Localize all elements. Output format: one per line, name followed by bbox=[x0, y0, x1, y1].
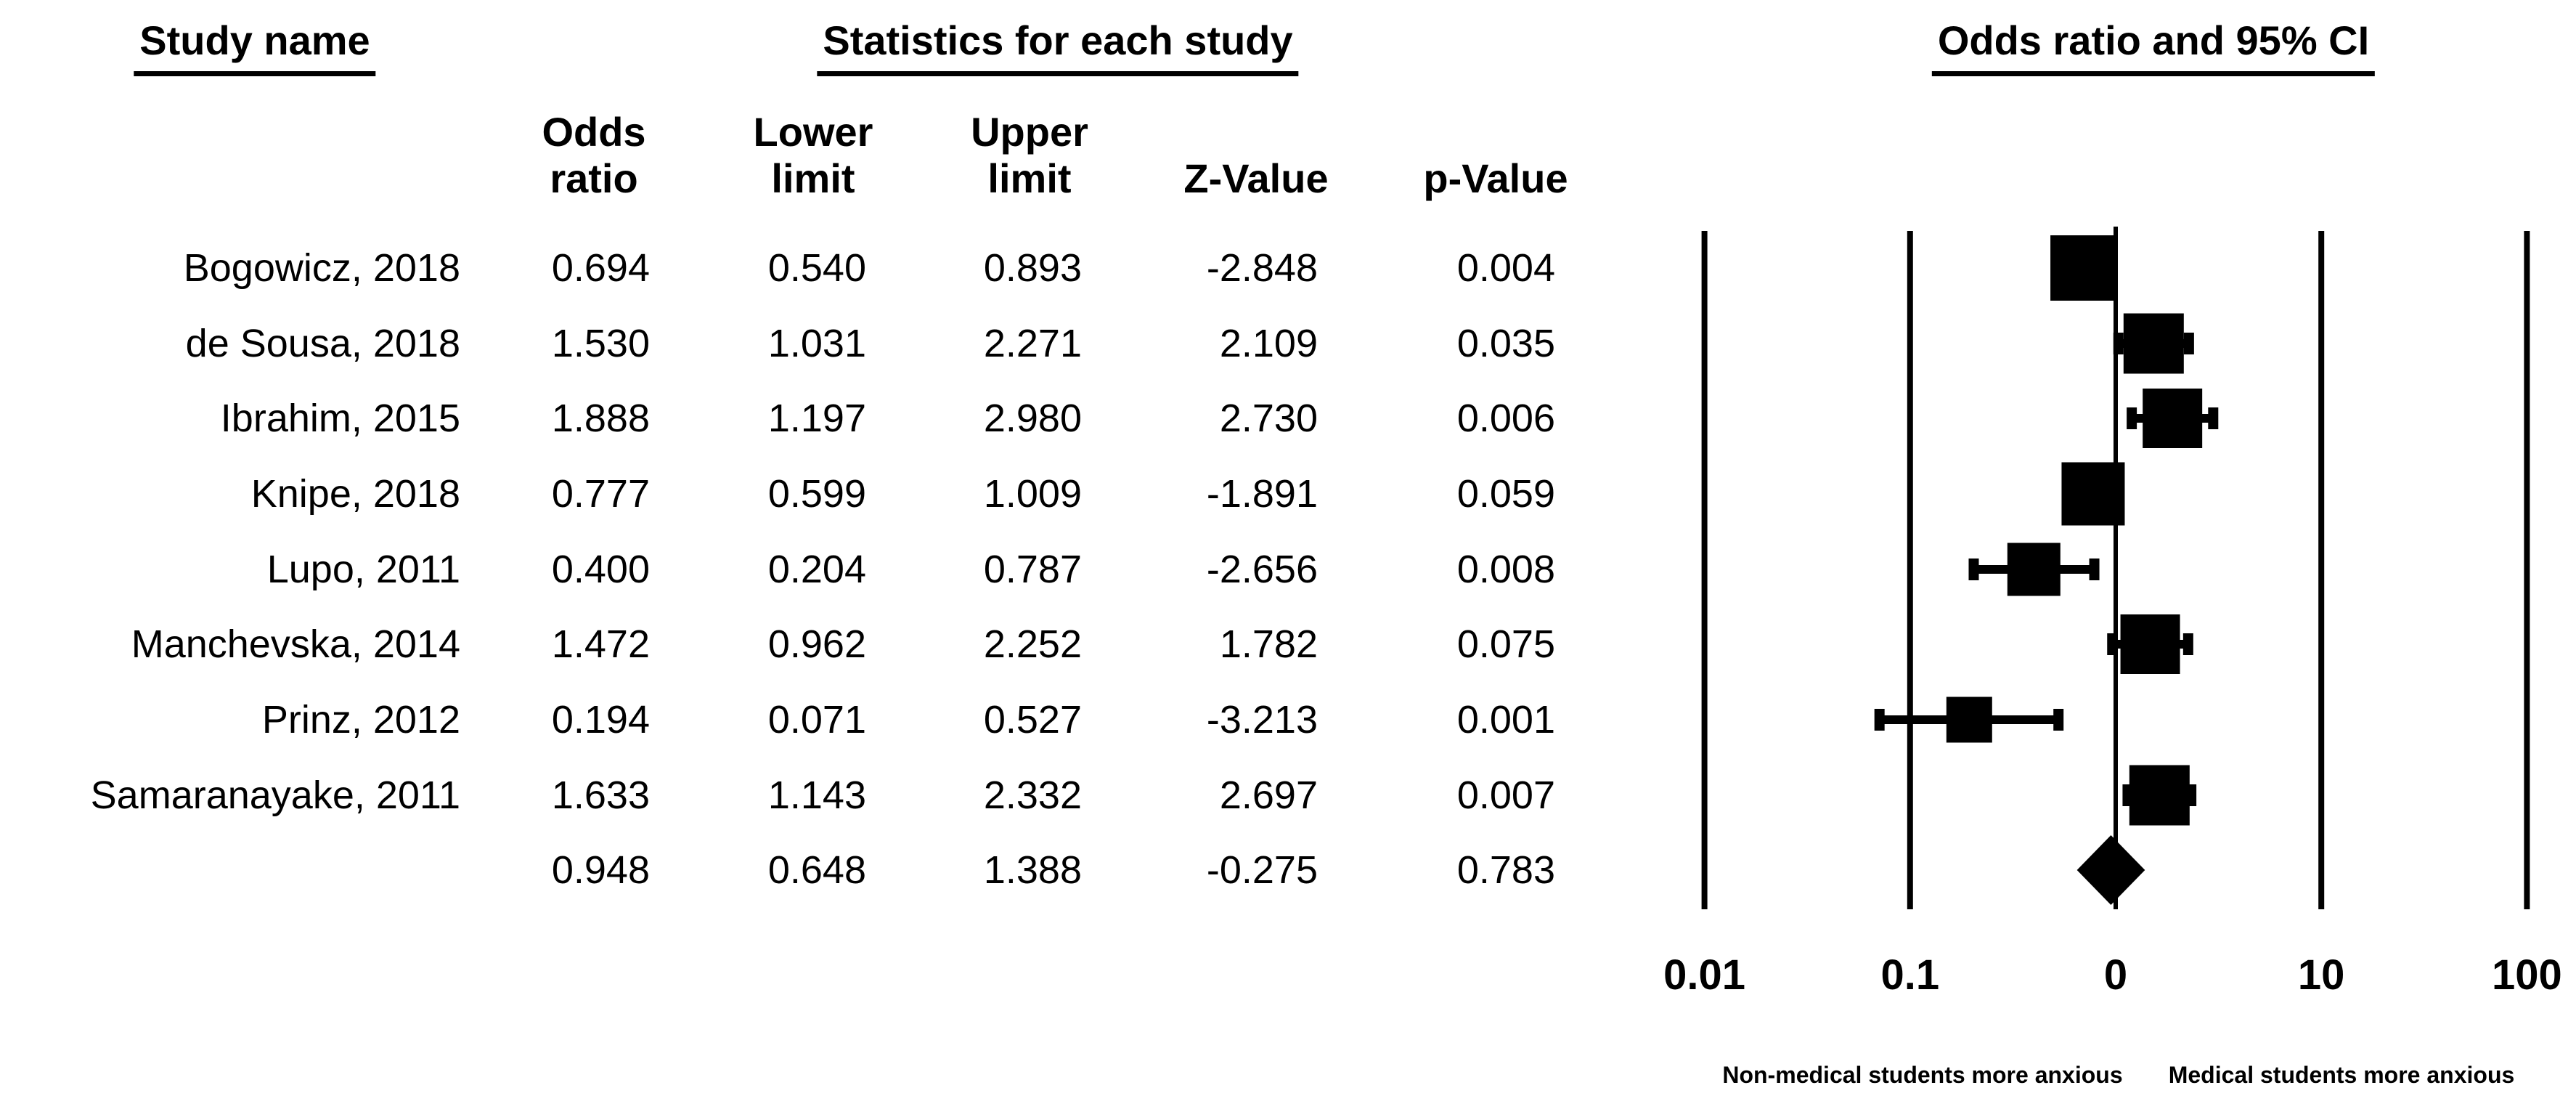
summary-diamond bbox=[2076, 835, 2145, 905]
study-name-cell: Samaranayake, 2011 bbox=[90, 773, 460, 817]
statistics-header: Statistics for each study bbox=[817, 17, 1299, 76]
upper-limit-cell: 2.332 bbox=[983, 773, 1082, 817]
study-odds-square bbox=[2143, 389, 2203, 448]
p-value-cell: 0.007 bbox=[1456, 773, 1555, 817]
p-value-cell: 0.008 bbox=[1456, 548, 1555, 591]
study-name-cell: Ibrahim, 2015 bbox=[220, 397, 460, 440]
right-direction-label: Medical students more anxious bbox=[2168, 1062, 2515, 1088]
z-value-cell: 2.730 bbox=[1219, 397, 1318, 440]
ci-cap-right bbox=[2183, 333, 2194, 354]
ci-cap-right bbox=[2208, 407, 2219, 429]
lower-limit-cell: 0.962 bbox=[767, 622, 866, 666]
p-value-cell: 0.006 bbox=[1456, 397, 1555, 440]
lower-limit-cell: 0.648 bbox=[767, 848, 866, 892]
axis-tick-label: 0.01 bbox=[1663, 951, 1746, 999]
odds-ratio-cell: 1.888 bbox=[551, 397, 650, 440]
lower-limit-cell: 0.540 bbox=[767, 246, 866, 290]
z-value-cell: 2.109 bbox=[1219, 322, 1318, 365]
axis-tick-label: 0.1 bbox=[1880, 951, 1940, 999]
study-odds-square bbox=[2120, 614, 2180, 674]
odds-ratio-cell: 0.694 bbox=[551, 246, 650, 290]
odds-ratio-column-header-line2: ratio bbox=[550, 155, 638, 201]
odds-ratio-cell: 0.948 bbox=[551, 848, 650, 892]
ci-cap-left bbox=[2127, 407, 2137, 429]
ci-cap-right bbox=[2089, 558, 2100, 580]
upper-limit-column-header-line1: Upper bbox=[971, 109, 1088, 155]
odds-ratio-cell: 0.777 bbox=[551, 472, 650, 516]
left-direction-label: Non-medical students more anxious bbox=[1722, 1062, 2123, 1088]
study-odds-square bbox=[2050, 235, 2116, 301]
p-value-cell: 0.004 bbox=[1456, 246, 1555, 290]
upper-limit-cell: 0.893 bbox=[983, 246, 1082, 290]
upper-limit-cell: 1.388 bbox=[983, 848, 1082, 892]
study-name-cell: Bogowicz, 2018 bbox=[183, 246, 460, 290]
statistics-header-text: Statistics for each study bbox=[817, 17, 1299, 76]
odds-ratio-cell: 0.400 bbox=[551, 548, 650, 591]
lower-limit-cell: 1.143 bbox=[767, 773, 866, 817]
lower-limit-column-header: Lower limit bbox=[754, 109, 873, 202]
z-value-cell: -0.275 bbox=[1206, 848, 1318, 892]
study-odds-square bbox=[2007, 543, 2061, 596]
ci-cap-right bbox=[2053, 709, 2064, 731]
ci-cap-left bbox=[2107, 633, 2118, 655]
p-value-cell: 0.035 bbox=[1456, 322, 1555, 365]
upper-limit-cell: 2.980 bbox=[983, 397, 1082, 440]
plot-header: Odds ratio and 95% CI bbox=[1931, 17, 2376, 76]
study-odds-square bbox=[1946, 696, 1992, 743]
lower-limit-column-header-line2: limit bbox=[771, 155, 855, 201]
odds-ratio-cell: 1.530 bbox=[551, 322, 650, 365]
lower-limit-cell: 1.197 bbox=[767, 397, 866, 440]
z-value-cell: 1.782 bbox=[1219, 622, 1318, 666]
z-value-cell: 2.697 bbox=[1219, 773, 1318, 817]
lower-limit-cell: 0.071 bbox=[767, 698, 866, 742]
study-name-cell: Manchevska, 2014 bbox=[131, 622, 460, 666]
axis-tick-label: 100 bbox=[2492, 951, 2562, 999]
z-value-cell: -2.848 bbox=[1206, 246, 1318, 290]
odds-ratio-column-header-line1: Odds bbox=[542, 109, 646, 155]
lower-limit-column-header-line1: Lower bbox=[753, 109, 873, 155]
upper-limit-cell: 2.252 bbox=[983, 622, 1082, 666]
p-value-cell: 0.059 bbox=[1456, 472, 1555, 516]
odds-ratio-cell: 0.194 bbox=[551, 698, 650, 742]
upper-limit-column-header: Upper limit bbox=[971, 109, 1088, 202]
axis-tick-label: 10 bbox=[2297, 951, 2345, 999]
upper-limit-cell: 0.787 bbox=[983, 548, 1082, 591]
p-value-cell: 0.075 bbox=[1456, 622, 1555, 666]
ci-cap-left bbox=[1968, 558, 1979, 580]
z-value-column-header: Z-Value bbox=[1183, 155, 1329, 201]
ci-cap-right bbox=[2182, 633, 2193, 655]
odds-ratio-column-header: Odds ratio bbox=[542, 109, 645, 202]
ci-cap-left bbox=[1874, 709, 1885, 731]
upper-limit-column-header-line2: limit bbox=[987, 155, 1072, 201]
upper-limit-cell: 0.527 bbox=[983, 698, 1082, 742]
odds-ratio-cell: 1.472 bbox=[551, 622, 650, 666]
lower-limit-cell: 0.599 bbox=[767, 472, 866, 516]
p-value-cell: 0.001 bbox=[1456, 698, 1555, 742]
study-odds-square bbox=[2123, 313, 2184, 374]
lower-limit-cell: 0.204 bbox=[767, 548, 866, 591]
p-value-cell: 0.783 bbox=[1456, 848, 1555, 892]
study-name-cell: Prinz, 2012 bbox=[261, 698, 460, 742]
p-value-column-header: p-Value bbox=[1423, 155, 1568, 201]
lower-limit-cell: 1.031 bbox=[767, 322, 866, 365]
ci-cap-left bbox=[2113, 333, 2124, 354]
z-value-cell: -3.213 bbox=[1206, 698, 1318, 742]
plot-header-text: Odds ratio and 95% CI bbox=[1931, 17, 2376, 76]
study-name-cell: Knipe, 2018 bbox=[250, 472, 460, 516]
study-odds-square bbox=[2129, 765, 2190, 826]
study-name-cell: Lupo, 2011 bbox=[266, 548, 460, 591]
study-name-cell: de Sousa, 2018 bbox=[185, 322, 460, 365]
upper-limit-cell: 1.009 bbox=[983, 472, 1082, 516]
upper-limit-cell: 2.271 bbox=[983, 322, 1082, 365]
study-odds-square bbox=[2061, 462, 2125, 526]
z-value-cell: -1.891 bbox=[1206, 472, 1318, 516]
odds-ratio-cell: 1.633 bbox=[551, 773, 650, 817]
axis-tick-label: 0 bbox=[2103, 951, 2128, 999]
study-name-header: Study name bbox=[134, 17, 376, 76]
study-name-header-text: Study name bbox=[134, 17, 376, 76]
z-value-cell: -2.656 bbox=[1206, 548, 1318, 591]
